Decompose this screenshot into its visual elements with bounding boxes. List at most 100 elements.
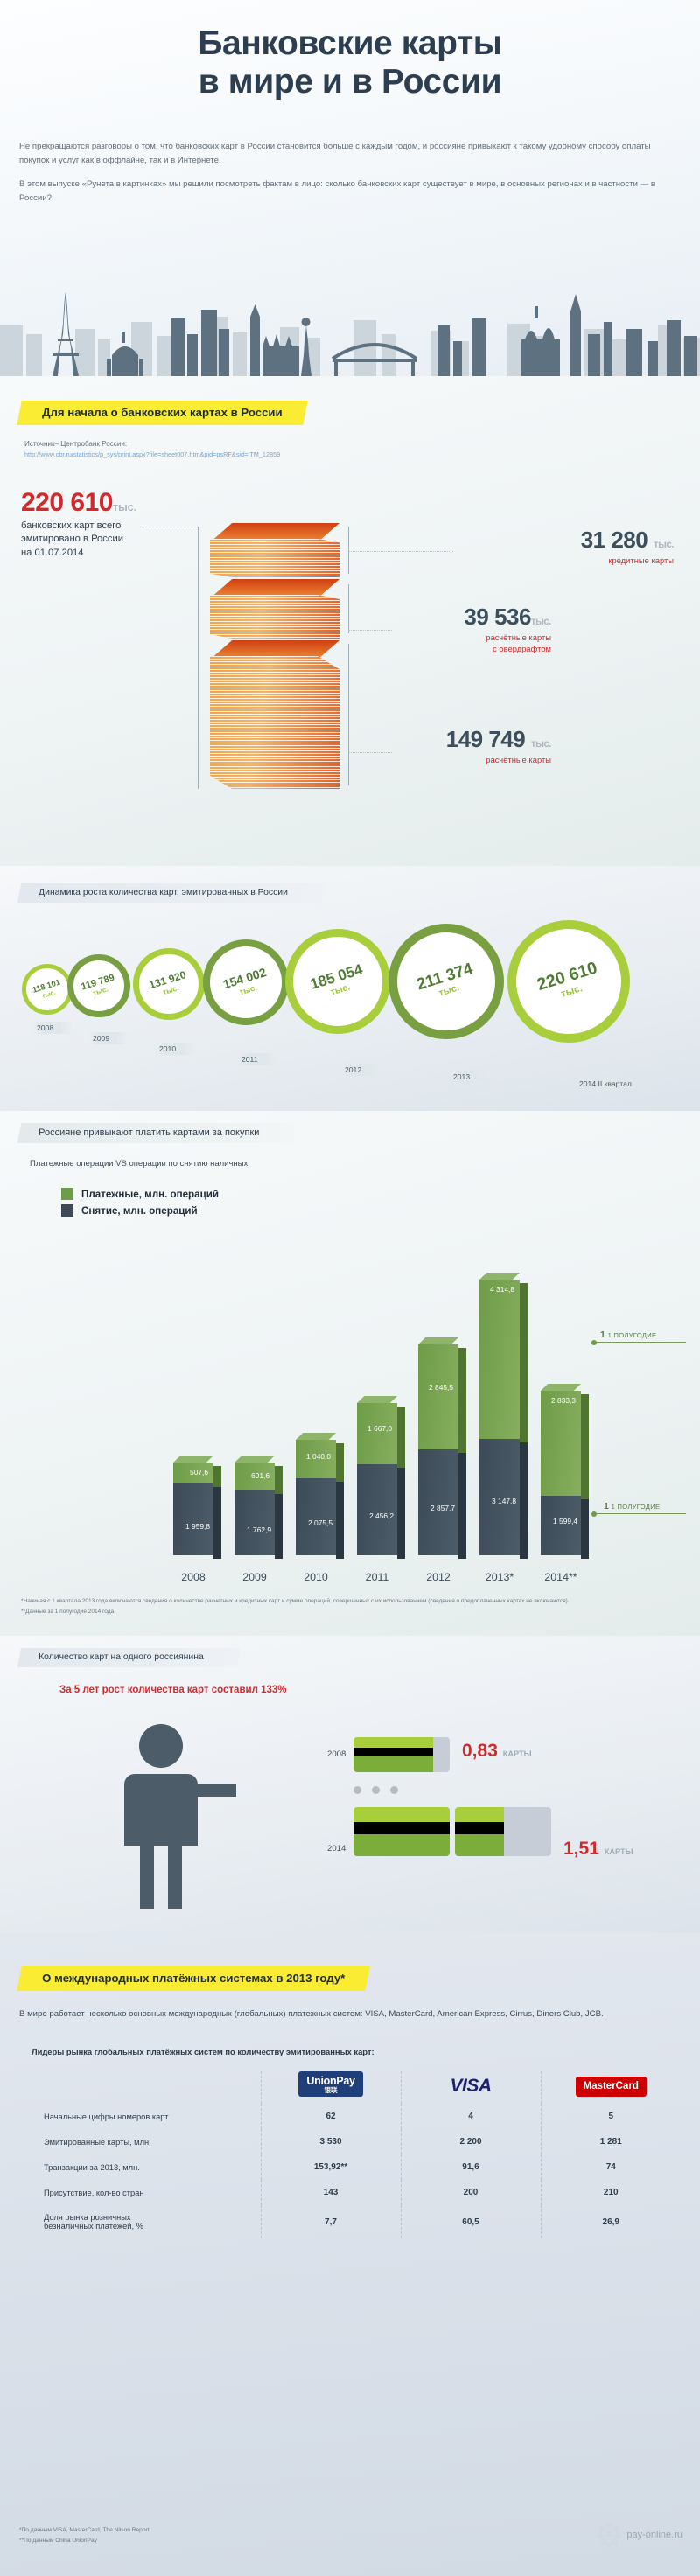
growth-circle-2008: 118 101 тыс. bbox=[22, 964, 73, 1015]
source-link[interactable]: http://www.cbr.ru/statistics/p_sys/print… bbox=[24, 450, 281, 458]
per-person-year-2014: 2014 bbox=[327, 1844, 346, 1853]
legend-swatch-withdrawals bbox=[61, 1204, 74, 1217]
bar-2011: 1 667,0 2 456,2 2011 bbox=[357, 1396, 405, 1583]
bar-2009-withdrawals-side bbox=[275, 1494, 283, 1559]
bar-2012-withdrawals-side bbox=[458, 1453, 466, 1559]
bar-2013-cap bbox=[480, 1273, 520, 1280]
bar-chart-legend: Платежные, млн. операций Снятие, млн. оп… bbox=[61, 1188, 219, 1221]
bar-2008-payments: 507,6 bbox=[173, 1456, 221, 1487]
section1-heading: Для начала о банковских картах в России bbox=[42, 406, 283, 419]
bar-2009-withdrawals: 1 762,9 bbox=[234, 1490, 283, 1559]
hero-section: Банковские карты в мире и в России Не пр… bbox=[0, 0, 700, 376]
halfyear-line-top bbox=[593, 1342, 686, 1343]
source-label: Источник– Центробанк России: bbox=[24, 440, 128, 448]
dot-3 bbox=[390, 1786, 398, 1794]
row-2-mastercard: 74 bbox=[540, 2154, 681, 2180]
title-line-1: Банковские карты bbox=[198, 24, 502, 62]
debit-bracket bbox=[348, 644, 349, 785]
bar-2009-payments-side bbox=[275, 1466, 283, 1494]
section1-heading-ribbon: Для начала о банковских картах в России bbox=[17, 401, 308, 425]
bar-2009: 691,6 1 762,9 2009 bbox=[234, 1456, 283, 1583]
total-cards-value-row: 220 610тыс. bbox=[21, 488, 136, 518]
bar-2012: 2 845,5 2 857,7 2012 bbox=[418, 1337, 466, 1583]
row-0-mastercard: 5 bbox=[540, 2104, 681, 2129]
bar-2014-withdrawals-side bbox=[581, 1499, 589, 1559]
per-person-card-2008-1 bbox=[354, 1737, 450, 1772]
halfyear-annotation-top: 1 1 ПОЛУГОДИЕ bbox=[600, 1330, 657, 1340]
total-bracket bbox=[198, 527, 199, 789]
bar-2011-cap bbox=[357, 1396, 397, 1403]
section4-heading-ribbon: Количество карт на одного россиянина bbox=[17, 1648, 241, 1667]
credit-value-row: 31 280 тыс. bbox=[455, 527, 675, 554]
intro-text: Не прекращаются разговоры о том, что бан… bbox=[19, 140, 681, 205]
bar-2011-payments-side bbox=[397, 1407, 405, 1468]
person-silhouette-icon bbox=[124, 1724, 236, 1909]
bar-2010-payments-side bbox=[336, 1443, 344, 1482]
section3-subtitle: Платежные операции VS операции по снятию… bbox=[30, 1159, 248, 1169]
visa-logo: VISA bbox=[450, 2076, 492, 2096]
debit-cards-block: 149 749 тыс. расчётные карты bbox=[350, 726, 552, 766]
table-row: Начальные цифры номеров карт 62 4 5 bbox=[19, 2104, 681, 2129]
legend-item-payments: Платежные, млн. операций bbox=[61, 1188, 219, 1200]
bar-2008-withdrawals-side bbox=[214, 1487, 221, 1559]
section1-source: Источник– Центробанк России: http://www.… bbox=[24, 439, 637, 459]
cardstack-debit bbox=[210, 640, 340, 789]
halfyear-line-bottom bbox=[593, 1513, 686, 1514]
row-0-visa: 4 bbox=[400, 2104, 541, 2129]
growth-year-2013: 2013 bbox=[448, 1071, 490, 1083]
overdraft-dash bbox=[348, 630, 392, 631]
section-cards-per-person: Количество карт на одного россиянина За … bbox=[0, 1636, 700, 1933]
credit-bracket bbox=[348, 527, 349, 574]
bar-2011-xlabel: 2011 bbox=[365, 1571, 389, 1583]
bar-2014-withdrawals: 1 599,4 bbox=[541, 1496, 589, 1559]
credit-label: кредитные карты bbox=[608, 555, 674, 565]
bar-2014-payments: 2 833,3 bbox=[541, 1384, 589, 1499]
row-label-4: Доля рынка розничных безналичных платеже… bbox=[44, 2213, 144, 2230]
table-row: Транзакции за 2013, млн. 153,92** 91,6 7… bbox=[19, 2154, 681, 2180]
mastercard-logo: MasterCard bbox=[575, 2076, 647, 2097]
unionpay-logo: UnionPay 银联 bbox=[298, 2071, 363, 2097]
bar-2009-payments: 691,6 bbox=[234, 1456, 283, 1494]
section2-heading-ribbon: Динамика роста количества карт, эмитиров… bbox=[17, 883, 325, 903]
bar-2013-withdrawals: 3 147,8 bbox=[480, 1439, 528, 1559]
bar-2012-withdrawals-label: 2 857,7 bbox=[430, 1504, 455, 1512]
bar-2008-withdrawals-label: 1 959,8 bbox=[186, 1522, 210, 1531]
table-header-visa: VISA bbox=[400, 2071, 541, 2104]
row-1-visa: 2 200 bbox=[400, 2129, 541, 2154]
total-cards-value: 220 610 bbox=[21, 488, 113, 517]
bar-2014-cap bbox=[541, 1384, 581, 1391]
row-label-3: Присутствие, кол-во стран bbox=[44, 2188, 144, 2197]
cardstack-overdraft bbox=[210, 579, 340, 639]
payonline-flower-icon bbox=[597, 2522, 621, 2549]
bar-2010-payments: 1 040,0 bbox=[296, 1433, 344, 1482]
bar-2010-cap bbox=[296, 1433, 336, 1440]
row-label-0: Начальные цифры номеров карт bbox=[44, 2112, 169, 2121]
credit-dash bbox=[348, 551, 453, 552]
bar-2012-cap bbox=[418, 1337, 458, 1344]
section-global-systems: О международных платёжных системах в 201… bbox=[0, 1933, 700, 2576]
bar-2013-payments: 4 314,8 bbox=[480, 1273, 528, 1442]
bar-2010: 1 040,0 2 075,5 2010 bbox=[296, 1433, 344, 1583]
section2-heading: Динамика роста количества карт, эмитиров… bbox=[38, 888, 288, 897]
bar-2012-payments-side bbox=[458, 1348, 466, 1453]
table-header-row: UnionPay 银联 VISA MasterCard bbox=[19, 2071, 681, 2104]
legend-label-payments: Платежные, млн. операций bbox=[81, 1188, 219, 1200]
cardstack-credit bbox=[210, 523, 340, 577]
row-4-visa: 60,5 bbox=[400, 2205, 541, 2238]
bar-2013-payments-label: 4 314,8 bbox=[490, 1285, 514, 1294]
debit-unit: тыс. bbox=[530, 739, 552, 750]
intro-paragraph-1: Не прекращаются разговоры о том, что бан… bbox=[19, 142, 651, 165]
bar-2009-cap bbox=[234, 1456, 275, 1463]
section5-heading: О международных платёжных системах в 201… bbox=[42, 1972, 346, 1985]
bar-2014-xlabel: 2014** bbox=[544, 1571, 578, 1583]
legend-item-withdrawals: Снятие, млн. операций bbox=[61, 1204, 219, 1217]
growth-year-2010: 2010 bbox=[154, 1043, 196, 1055]
dot-1 bbox=[354, 1786, 361, 1794]
section5-footnote-1: *По данным VISA, MasterCard, The Nilson … bbox=[19, 2527, 150, 2534]
row-1-mastercard: 1 281 bbox=[540, 2129, 681, 2154]
bar-2013-payments-side bbox=[520, 1283, 528, 1442]
row-3-unionpay: 143 bbox=[260, 2180, 401, 2205]
row-2-unionpay: 153,92** bbox=[260, 2154, 401, 2180]
bar-2013: 4 314,8 3 147,8 2013* bbox=[480, 1273, 528, 1583]
payonline-watermark-text: pay-online.ru bbox=[626, 2529, 682, 2540]
